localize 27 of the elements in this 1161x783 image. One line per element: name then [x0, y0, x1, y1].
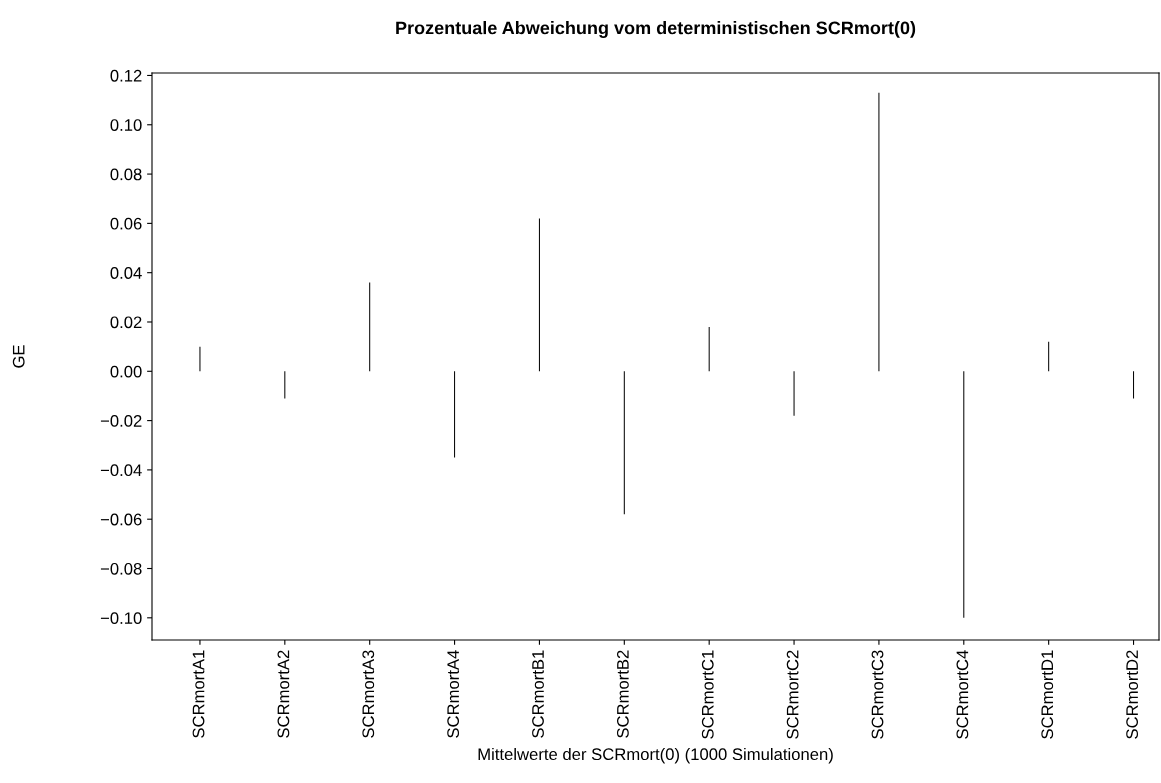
y-tick-label: 0.00	[110, 365, 142, 378]
y-tick-label: −0.06	[100, 513, 142, 526]
x-axis-title: Mittelwerte der SCRmort(0) (1000 Simulationen)	[478, 747, 833, 764]
x-tick-label: SCRmortC4	[956, 650, 969, 739]
x-tick-label: SCRmortC3	[871, 650, 884, 739]
x-tick-label: SCRmortA4	[447, 650, 460, 738]
y-tick-label: 0.06	[110, 217, 142, 230]
chart-title: Prozentuale Abweichung vom deterministischen SCRmort(0)	[396, 21, 916, 38]
y-tick-label: 0.08	[110, 168, 142, 181]
x-tick-label: SCRmortA3	[362, 650, 375, 738]
x-tick-label: SCRmortC2	[786, 650, 799, 739]
y-tick-label: −0.02	[100, 415, 142, 427]
x-tick-label: SCRmortD2	[1126, 650, 1139, 739]
y-tick-label: −0.04	[100, 464, 142, 477]
y-tick-label: 0.10	[110, 119, 142, 131]
x-tick-label: SCRmortB2	[616, 650, 629, 738]
y-tick-label: −0.10	[100, 612, 142, 625]
y-axis-title: GE	[12, 345, 25, 368]
x-tick-label: SCRmortD1	[1041, 650, 1054, 739]
y-tick-label: −0.08	[100, 562, 142, 575]
x-tick-label: SCRmortA1	[192, 650, 205, 738]
y-tick-label: 0.04	[110, 267, 142, 279]
x-tick-label: SCRmortA2	[277, 650, 290, 738]
x-tick-label: SCRmortB1	[532, 650, 544, 738]
x-tick-label: SCRmortC1	[701, 650, 714, 739]
y-tick-label: 0.12	[110, 69, 142, 82]
y-tick-label: 0.02	[110, 316, 142, 329]
